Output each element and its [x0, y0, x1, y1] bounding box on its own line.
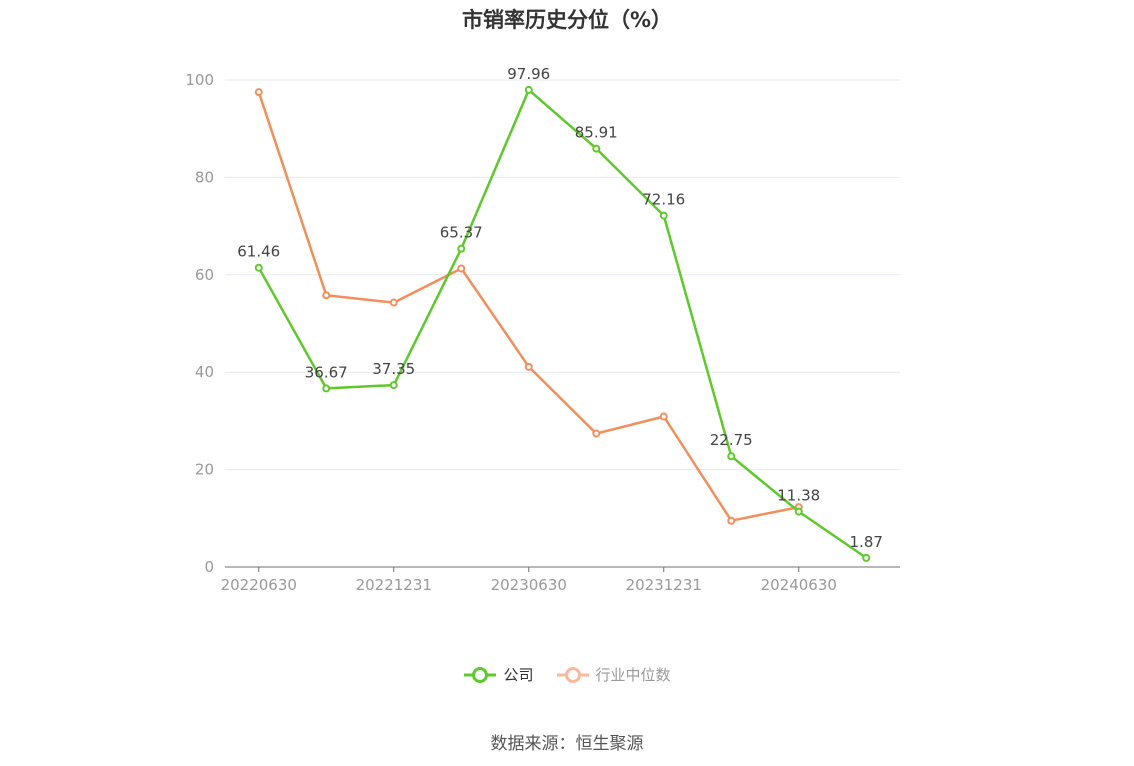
data-label-company: 61.46	[237, 243, 280, 261]
data-point-company[interactable]	[457, 244, 466, 253]
data-point-industry[interactable]	[457, 264, 466, 273]
data-label-company: 65.37	[440, 224, 483, 242]
y-tick-label: 80	[195, 168, 214, 186]
data-point-industry[interactable]	[524, 362, 533, 371]
data-point-industry[interactable]	[322, 291, 331, 300]
series-line-company	[257, 88, 868, 559]
axes: 0 20 40 60 80 100 20220630 20221231 20230630 2023…	[185, 71, 900, 594]
legend-industry-label: 行业中位数	[595, 666, 671, 684]
data-label-company: 37.35	[372, 360, 415, 378]
data-label-company: 22.75	[710, 431, 753, 449]
data-point-company[interactable]	[254, 263, 263, 272]
data-point-company[interactable]	[659, 211, 668, 220]
data-point-industry[interactable]	[659, 412, 668, 421]
data-label-company: 85.91	[575, 124, 618, 142]
grid-lines	[225, 79, 900, 471]
x-tick-label: 20230630	[491, 576, 567, 594]
data-point-company[interactable]	[592, 144, 601, 153]
data-label-company: 97.96	[507, 65, 550, 83]
data-label-company: 36.67	[305, 363, 348, 381]
legend-item-company[interactable]: 公司	[463, 664, 534, 685]
y-tick-label: 100	[185, 71, 214, 89]
chart-title: 市销率历史分位（%）	[461, 8, 673, 32]
y-tick-label: 60	[195, 266, 214, 284]
legend-company-line-icon	[464, 666, 497, 683]
data-label-company: 1.87	[850, 533, 883, 551]
data-labels: 61.46 36.67 37.35 65.37 97.96 85.91 72.16 22.75…	[237, 65, 883, 551]
data-point-company[interactable]	[524, 85, 533, 94]
data-point-company[interactable]	[322, 384, 331, 393]
data-point-company[interactable]	[794, 507, 803, 516]
y-tick-label: 40	[195, 363, 214, 381]
legend: 公司 行业中位数	[0, 664, 1134, 685]
x-tick-label: 20231231	[626, 576, 702, 594]
x-tick-label: 20220630	[221, 576, 297, 594]
y-tick-label: 0	[204, 558, 214, 576]
data-point-industry[interactable]	[254, 88, 263, 97]
x-tick-label: 20240630	[761, 576, 837, 594]
data-label-company: 72.16	[642, 191, 685, 209]
data-label-company: 11.38	[777, 487, 820, 505]
series-lines	[254, 85, 871, 562]
y-tick-label: 20	[195, 461, 214, 479]
data-point-company[interactable]	[862, 553, 871, 562]
legend-company-label: 公司	[503, 666, 534, 684]
source-note: 数据来源：恒生聚源	[490, 734, 644, 754]
legend-item-industry[interactable]: 行业中位数	[556, 664, 671, 685]
data-point-company[interactable]	[727, 452, 736, 461]
data-point-industry[interactable]	[592, 429, 601, 438]
data-point-company[interactable]	[389, 381, 398, 390]
series-line-industry	[257, 91, 800, 522]
legend-industry-line-icon	[556, 666, 589, 683]
x-tick-label: 20221231	[356, 576, 432, 594]
data-point-industry[interactable]	[389, 298, 398, 307]
data-point-industry[interactable]	[727, 516, 736, 525]
